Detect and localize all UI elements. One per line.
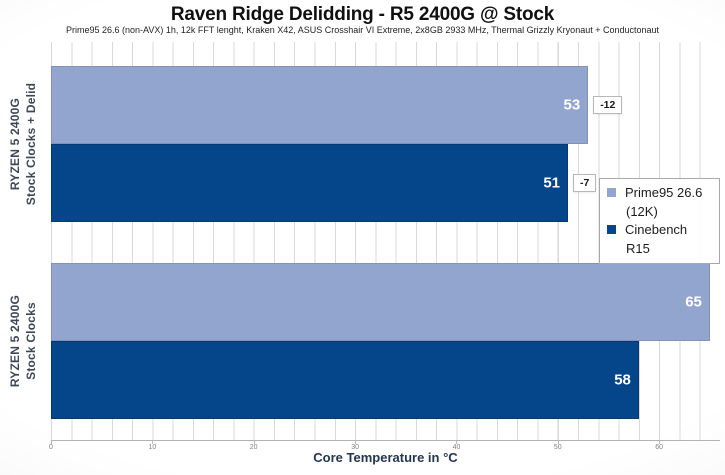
category-label-line: RYZEN 5 2400G: [8, 97, 22, 191]
legend-swatch-prime95: [607, 188, 616, 197]
bar-delid-prime95: 53: [51, 66, 589, 144]
category-axis-label-delid: RYZEN 5 2400G Stock Clocks + Delid: [7, 44, 49, 244]
bar-delid-cinebench: 51: [51, 144, 568, 222]
legend-label: Cinebench R15: [625, 222, 688, 256]
x-tick-label: 10: [148, 441, 157, 451]
category-label-line: Stock Clocks + Delid: [24, 82, 38, 206]
bar-stock-prime95: 65: [51, 263, 710, 341]
bar-value-label: 58: [614, 371, 631, 389]
legend-item-prime95: Prime95 26.6 (12K): [607, 184, 712, 221]
chart-subtitle: Prime95 26.6 (non-AVX) 1h, 12k FFT lengh…: [65, 25, 660, 35]
category-label-line: Stock Clocks: [24, 302, 38, 380]
x-axis-title: Core Temperature in °C: [313, 450, 458, 465]
x-tick-label: 30: [351, 441, 359, 451]
bar-value-label: 53: [563, 96, 581, 114]
x-tick-label: 0: [49, 441, 53, 451]
delta-annotation-cinebench: -7: [573, 174, 597, 192]
category-axis-label-stock: RYZEN 5 2400G Stock Clocks: [7, 241, 49, 441]
legend-item-cinebench: Cinebench R15: [607, 221, 712, 258]
x-tick-label: 40: [452, 441, 461, 451]
bar-value-label: 65: [685, 293, 702, 311]
bar-value-label: 51: [543, 174, 560, 192]
x-axis-ticks: 0 10 20 30 40 50 60: [49, 441, 720, 455]
legend-swatch-cinebench: [607, 225, 616, 234]
category-label-line: RYZEN 5 2400G: [8, 294, 22, 388]
legend-label: Prime95 26.6 (12K): [625, 185, 703, 219]
chart-title: Raven Ridge Delidding - R5 2400G @ Stock: [170, 4, 555, 25]
bar-stock-cinebench: 58: [51, 341, 639, 419]
x-tick-label: 20: [249, 441, 258, 451]
x-tick-label: 60: [655, 441, 664, 451]
legend: Prime95 26.6 (12K) Cinebench R15: [599, 178, 720, 264]
x-tick-label: 50: [553, 441, 562, 451]
delta-annotation-prime95: -12: [593, 96, 623, 114]
